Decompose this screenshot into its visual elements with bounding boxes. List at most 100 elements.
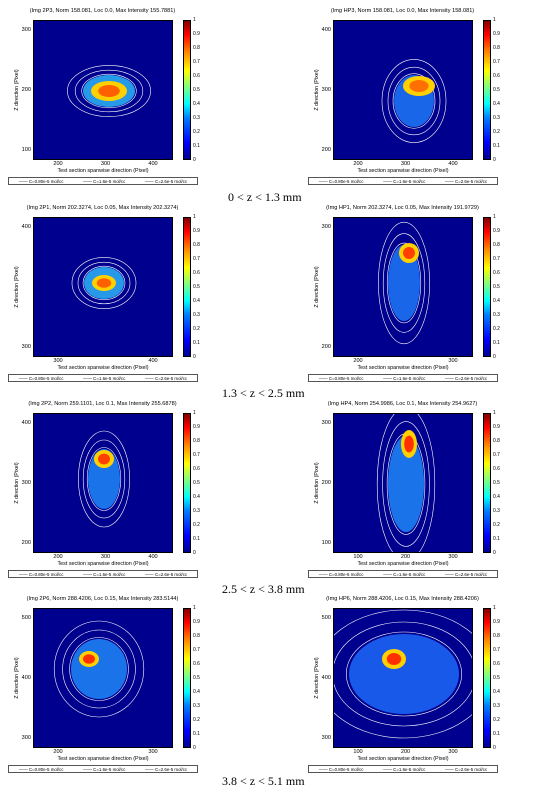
contour-line bbox=[392, 73, 436, 129]
colorbar-tick-label: 0 bbox=[193, 550, 196, 556]
colorbar bbox=[483, 20, 491, 160]
x-axis-label: Test section spanwise direction (Pixel) bbox=[357, 756, 449, 762]
colorbar-tick-label: 0.6 bbox=[193, 661, 200, 667]
colorbar-tick-label: 0.4 bbox=[193, 298, 200, 304]
x-tick-label: 200 bbox=[353, 161, 363, 167]
x-axis-label: Test section spanwise direction (Pixel) bbox=[57, 168, 149, 174]
colorbar-tick-label: 0.7 bbox=[193, 452, 200, 458]
plume-core bbox=[83, 654, 95, 664]
colorbar-tick-label: 0.2 bbox=[493, 129, 500, 135]
colorbar-tick-label: 0.1 bbox=[493, 340, 500, 346]
contour-line bbox=[74, 69, 144, 113]
legend-entry: —— C=0.80e-5 mol/cc bbox=[318, 375, 364, 381]
x-tick-label: 400 bbox=[148, 161, 158, 167]
intensity-map bbox=[78, 430, 130, 528]
panel-title: (Img 2P6, Norm 288.4206, Loc 0.15, Max I… bbox=[26, 596, 179, 602]
colorbar-tick-label: 1 bbox=[193, 17, 196, 23]
y-tick-label: 200 bbox=[321, 344, 331, 350]
colorbar-tick-label: 0.8 bbox=[493, 438, 500, 444]
colorbar-tick-label: 0.9 bbox=[493, 424, 500, 430]
contour-line bbox=[376, 414, 436, 552]
contour-line bbox=[86, 447, 122, 511]
colorbar-tick-label: 0.9 bbox=[493, 228, 500, 234]
x-tick-label: 200 bbox=[400, 554, 411, 560]
colorbar-tick-label: 0.9 bbox=[193, 31, 200, 37]
y-tick-label: 300 bbox=[21, 735, 31, 741]
y-tick-label: 200 bbox=[21, 540, 31, 546]
x-tick-label: 300 bbox=[53, 358, 63, 364]
y-tick-label: 300 bbox=[321, 87, 331, 93]
legend-entry: —— C=0.80e-5 mol/cc bbox=[318, 178, 364, 184]
colorbar bbox=[483, 217, 491, 357]
contour-line bbox=[62, 629, 136, 709]
contour-line bbox=[82, 265, 126, 301]
contour-line bbox=[334, 621, 472, 727]
contour-line bbox=[378, 221, 430, 345]
colorbar-tick-label: 0.1 bbox=[493, 731, 500, 737]
x-tick-label: 400 bbox=[448, 161, 458, 167]
legend: —— C=0.80e-5 mol/cc —— C=1.6e-5 mol/cc —— … bbox=[308, 177, 498, 185]
legend-entry: —— C=1.6e-5 mol/cc bbox=[383, 766, 426, 772]
legend-entry: —— C=2.6e-5 mol/cc bbox=[445, 571, 488, 577]
colorbar-tick-label: 1 bbox=[493, 214, 496, 220]
colorbar-tick-label: 0.5 bbox=[493, 480, 500, 486]
y-tick-label: 300 bbox=[21, 480, 31, 486]
colorbar-tick-label: 0.5 bbox=[493, 675, 500, 681]
legend-entry: —— C=1.6e-5 mol/cc bbox=[383, 375, 426, 381]
colorbar-tick-label: 0.6 bbox=[493, 661, 500, 667]
y-tick-label: 100 bbox=[321, 540, 331, 546]
contour-line bbox=[53, 620, 145, 718]
plot-panel-2: (Img HP3, Norm 158.081, Loc 0.0, Max Int… bbox=[305, 8, 500, 185]
plot-panel-3: (Img 2P1, Norm 202.3274, Loc 0.05, Max I… bbox=[5, 205, 200, 382]
plot-panel-7: (Img 2P6, Norm 288.4206, Loc 0.15, Max I… bbox=[5, 596, 200, 773]
contour-line bbox=[69, 637, 129, 701]
plume-body bbox=[349, 634, 459, 714]
colorbar-tick-label: 0.9 bbox=[493, 31, 500, 37]
x-axis-label: Test section spanwise direction (Pixel) bbox=[57, 365, 149, 371]
colorbar-tick-label: 0.2 bbox=[193, 717, 200, 723]
plot-area bbox=[333, 20, 473, 160]
x-tick-label: 300 bbox=[100, 161, 111, 167]
legend-entry: —— C=2.6e-5 mol/cc bbox=[145, 178, 188, 184]
intensity-map bbox=[71, 257, 137, 309]
plot-area bbox=[33, 217, 173, 357]
x-tick-label: 400 bbox=[148, 554, 158, 560]
x-tick-label: 400 bbox=[148, 358, 158, 364]
legend: —— C=0.80e-5 mol/cc —— C=1.6e-5 mol/cc —— … bbox=[308, 374, 498, 382]
intensity-map bbox=[381, 59, 447, 143]
contour-line bbox=[78, 430, 130, 528]
y-tick-label: 300 bbox=[321, 735, 331, 741]
legend-entry: —— C=1.6e-5 mol/cc bbox=[83, 571, 126, 577]
colorbar-tick-label: 0.1 bbox=[493, 536, 500, 542]
colorbar-tick-label: 0.7 bbox=[493, 647, 500, 653]
colorbar-tick-label: 0 bbox=[493, 745, 496, 751]
plume-core bbox=[96, 278, 112, 288]
colorbar bbox=[183, 217, 191, 357]
colorbar-tick-label: 0.6 bbox=[193, 270, 200, 276]
plot-area bbox=[33, 413, 173, 553]
caption-row-4: 3.8 < z < 5.1 mm bbox=[222, 774, 305, 788]
x-axis-label: Test section spanwise direction (Pixel) bbox=[357, 365, 449, 371]
plot-panel-5: (Img 2P2, Norm 259.1101, Loc 0.1, Max In… bbox=[5, 401, 200, 578]
x-tick-label: 300 bbox=[148, 749, 158, 755]
colorbar-tick-label: 1 bbox=[493, 410, 496, 416]
colorbar-tick-label: 0.4 bbox=[193, 494, 200, 500]
x-axis-label: Test section spanwise direction (Pixel) bbox=[357, 561, 449, 567]
caption-row-3: 2.5 < z < 3.8 mm bbox=[222, 582, 305, 596]
y-tick-label: 200 bbox=[21, 87, 31, 93]
colorbar-tick-label: 0.4 bbox=[493, 101, 500, 107]
panel-title: (Img 2P2, Norm 259.1101, Loc 0.1, Max In… bbox=[28, 401, 177, 407]
colorbar-tick-label: 0.2 bbox=[193, 522, 200, 528]
plot-panel-1: (Img 2P3, Norm 158.081, Loc 0.0, Max Int… bbox=[5, 8, 200, 185]
contour-line bbox=[67, 65, 151, 117]
colorbar-tick-label: 0.2 bbox=[493, 326, 500, 332]
colorbar-tick-label: 0.9 bbox=[193, 424, 200, 430]
colorbar-tick-label: 0.3 bbox=[493, 312, 500, 318]
plot-area bbox=[33, 608, 173, 748]
panel-title: (Img HP4, Norm 254.9986, Loc 0.1, Max In… bbox=[327, 401, 478, 407]
plume-core bbox=[403, 247, 415, 259]
x-tick-label: 300 bbox=[448, 554, 458, 560]
colorbar-tick-label: 0.3 bbox=[193, 703, 200, 709]
colorbar bbox=[183, 20, 191, 160]
colorbar-tick-label: 0.4 bbox=[493, 298, 500, 304]
